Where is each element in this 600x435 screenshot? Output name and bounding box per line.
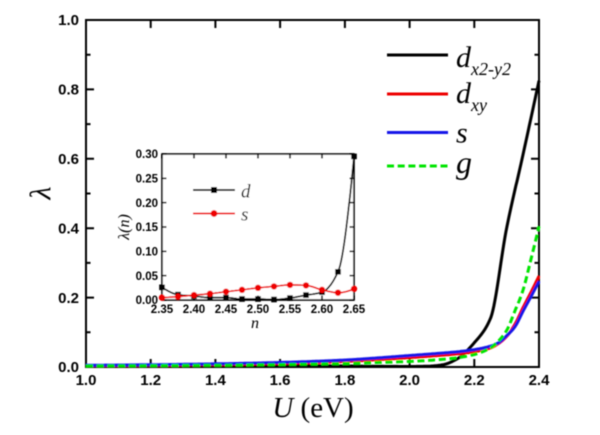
- svg-text:0.00: 0.00: [136, 295, 158, 307]
- svg-text:2.4: 2.4: [529, 372, 551, 389]
- svg-text:2.0: 2.0: [399, 372, 420, 389]
- svg-text:2.50: 2.50: [247, 304, 269, 316]
- svg-text:1.0: 1.0: [76, 372, 97, 389]
- svg-text:2.2: 2.2: [464, 372, 485, 389]
- svg-text:0.20: 0.20: [136, 198, 158, 210]
- svg-text:1.4: 1.4: [205, 372, 227, 389]
- svg-text:1.6: 1.6: [270, 372, 291, 389]
- svg-text:0.8: 0.8: [58, 82, 79, 99]
- svg-text:U (eV): U (eV): [272, 392, 353, 424]
- svg-text:2.35: 2.35: [151, 304, 174, 316]
- svg-text:s: s: [456, 117, 468, 150]
- svg-text:0.15: 0.15: [136, 222, 159, 234]
- svg-text:λ: λ: [25, 187, 58, 201]
- svg-text:0.0: 0.0: [58, 359, 79, 376]
- svg-text:1.2: 1.2: [140, 372, 161, 389]
- svg-text:d: d: [241, 182, 251, 203]
- svg-text:1.0: 1.0: [58, 12, 79, 29]
- svg-text:2.45: 2.45: [215, 304, 238, 316]
- svg-text:dx2-y2: dx2-y2: [456, 41, 511, 79]
- svg-text:2.60: 2.60: [311, 304, 333, 316]
- svg-text:0.05: 0.05: [136, 271, 159, 283]
- svg-text:2.40: 2.40: [183, 304, 205, 316]
- svg-text:0.2: 0.2: [58, 290, 79, 307]
- svg-text:n: n: [251, 315, 259, 332]
- svg-text:0.6: 0.6: [58, 151, 79, 168]
- svg-text:1.8: 1.8: [334, 372, 355, 389]
- svg-text:0.4: 0.4: [58, 220, 80, 237]
- svg-text:2.65: 2.65: [343, 304, 366, 316]
- svg-text:s: s: [241, 205, 248, 226]
- svg-text:2.55: 2.55: [279, 304, 302, 316]
- svg-text:0.10: 0.10: [136, 247, 158, 259]
- svg-text:g: g: [456, 144, 472, 180]
- svg-text:0.30: 0.30: [136, 149, 158, 161]
- svg-text:0.25: 0.25: [136, 174, 159, 186]
- svg-text:λ(n): λ(n): [116, 214, 133, 241]
